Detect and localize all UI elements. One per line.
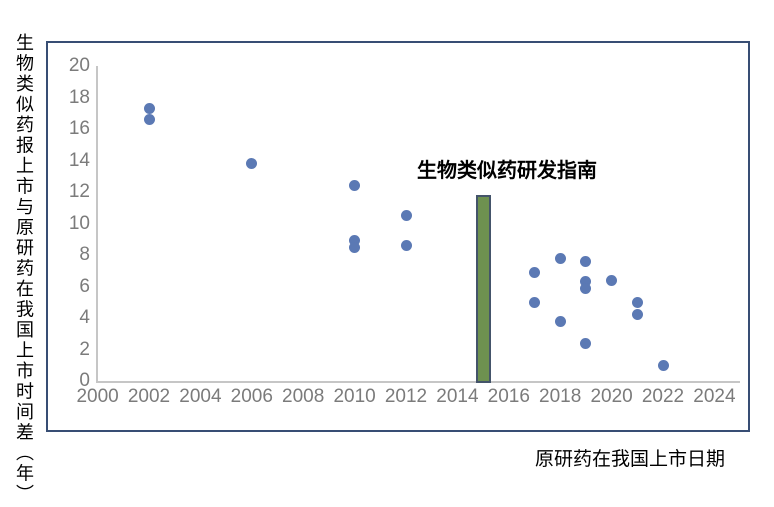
- chart-frame: 生物类似药研发指南 0 2 4 6 8 10 12 14 16 18 20 2000 2002 2004 2…: [46, 41, 750, 432]
- scatter-point: [580, 337, 592, 349]
- scatter-point: [580, 255, 592, 267]
- y-tick-label: 14: [68, 149, 90, 171]
- y-tick-label: 12: [68, 181, 90, 202]
- x-tick-label: 2000: [76, 386, 119, 407]
- x-axis-title: 原研药在我国上市日期: [535, 449, 726, 470]
- x-axis-line: [96, 381, 740, 383]
- y-tick-label: 16: [68, 118, 90, 139]
- scatter-point: [246, 158, 258, 170]
- scatter-point: [657, 359, 669, 371]
- x-tick-label: 2006: [230, 386, 273, 407]
- scatter-point: [349, 235, 361, 247]
- y-tick-label: 2: [79, 338, 90, 360]
- scatter-point: [400, 240, 412, 252]
- annotation-label: 生物类似药研发指南: [417, 160, 597, 182]
- scatter-point: [529, 296, 540, 308]
- scatter-point: [580, 282, 592, 294]
- scatter-point: [631, 309, 643, 321]
- x-tick-label: 2020: [590, 386, 633, 407]
- scatter-point: [143, 114, 155, 126]
- x-tick-label: 2018: [539, 386, 582, 407]
- scatter-point: [631, 296, 643, 308]
- y-tick-label: 6: [79, 275, 90, 297]
- y-tick-label: 4: [79, 307, 90, 328]
- scatter-point: [606, 274, 618, 286]
- scatter-point: [529, 266, 540, 278]
- x-tick-label: 2008: [282, 386, 325, 407]
- scatter-point: [400, 210, 412, 222]
- scatter-point: [580, 276, 592, 288]
- y-axis-title: 生物类似药报上市与原研药在我国上市时间差（年）: [14, 33, 34, 505]
- x-tick-label: 2010: [333, 386, 376, 407]
- x-tick-label: 2004: [179, 386, 222, 407]
- x-tick-label: 2016: [487, 386, 530, 407]
- y-tick-label: 20: [68, 55, 90, 76]
- x-tick-label: 2014: [436, 386, 479, 407]
- y-tick-label: 0: [79, 370, 90, 391]
- guideline-bar: [475, 195, 491, 383]
- scatter-point: [143, 103, 155, 115]
- scatter-point: [349, 180, 361, 192]
- plot-area: 生物类似药研发指南 0 2 4 6 8 10 12 14 16 18 20 2000 2002 2004 2…: [48, 43, 748, 430]
- y-tick-label: 10: [68, 212, 90, 234]
- scatter-point: [554, 315, 566, 327]
- x-tick-label: 2022: [641, 386, 685, 407]
- x-tick-label: 2012: [384, 386, 428, 407]
- x-tick-label: 2024: [693, 386, 736, 407]
- scatter-point: [554, 252, 566, 264]
- y-tick-label: 18: [68, 86, 90, 108]
- y-tick-label: 8: [79, 244, 90, 265]
- scatter-point: [349, 241, 361, 253]
- y-axis-line: [96, 66, 98, 383]
- x-tick-label: 2002: [127, 386, 171, 407]
